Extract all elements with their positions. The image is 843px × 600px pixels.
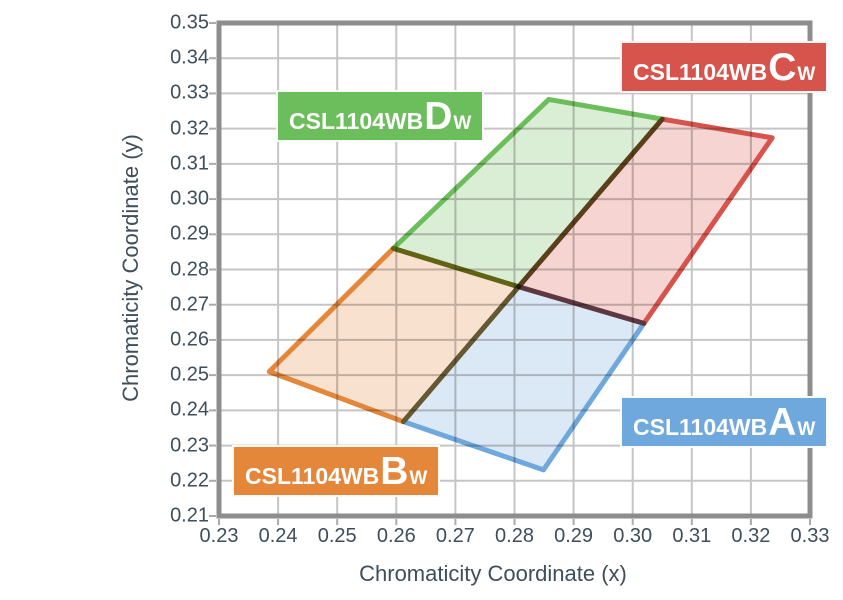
region-label-DW: CSL1104WB D W [276, 90, 485, 142]
plot-border [216, 20, 813, 519]
region-label-subscript: W [797, 64, 816, 85]
y-tick-label: 0.25 [170, 363, 209, 386]
y-tick-label: 0.33 [170, 81, 209, 104]
region-label-CW: CSL1104WB C W [620, 41, 829, 93]
y-tick-label: 0.29 [170, 222, 209, 245]
region-DW-polygon [390, 96, 665, 290]
x-tick-label: 0.24 [258, 525, 298, 547]
y-tick-label: 0.28 [170, 258, 209, 280]
y-tick-label: 0.30 [170, 187, 209, 210]
axis-ticks [209, 22, 811, 525]
bin-regions [266, 96, 775, 473]
y-tick-label: 0.22 [170, 469, 209, 492]
y-axis-title: Chromaticity Coordinate (y) [118, 134, 143, 402]
x-tick-label: 0.25 [317, 525, 357, 547]
x-tick-label: 0.26 [376, 525, 416, 547]
region-label-prefix: CSL1104WB [633, 414, 768, 440]
x-tick-label: 0.31 [672, 525, 712, 547]
x-tick-label: 0.28 [495, 525, 534, 547]
x-tick-label: 0.33 [790, 525, 830, 547]
y-tick-label: 0.31 [170, 152, 209, 175]
region-label-subscript: W [409, 468, 428, 489]
region-label-letter: A [768, 401, 797, 444]
region-label-prefix: CSL1104WB [633, 59, 768, 85]
region-label-BW: CSL1104WB B W [232, 445, 441, 497]
y-tick-label: 0.32 [170, 117, 209, 140]
x-tick-label: 0.30 [613, 525, 653, 547]
region-label-letter: D [424, 95, 453, 138]
y-tick-label: 0.27 [170, 293, 209, 316]
region-label-AW: CSL1104WB A W [620, 396, 829, 448]
x-tick-label: 0.23 [199, 525, 239, 547]
region-label-subscript: W [453, 113, 472, 134]
y-tick-label: 0.23 [170, 434, 209, 457]
y-tick-label: 0.35 [170, 11, 209, 34]
y-tick-label: 0.21 [170, 504, 209, 527]
x-tick-label: 0.32 [731, 525, 771, 547]
region-label-subscript: W [797, 419, 816, 440]
y-tick-label: 0.26 [170, 328, 209, 351]
region-label-prefix: CSL1104WB [245, 463, 380, 489]
y-tick-label: 0.24 [170, 398, 209, 421]
region-label-letter: B [380, 450, 409, 493]
region-label-letter: C [768, 46, 797, 89]
x-tick-label: 0.29 [554, 525, 594, 547]
region-label-prefix: CSL1104WB [289, 108, 424, 134]
x-tick-label: 0.27 [435, 525, 475, 547]
y-tick-label: 0.34 [170, 46, 209, 69]
x-axis-title: Chromaticity Coordinate (x) [359, 561, 627, 586]
